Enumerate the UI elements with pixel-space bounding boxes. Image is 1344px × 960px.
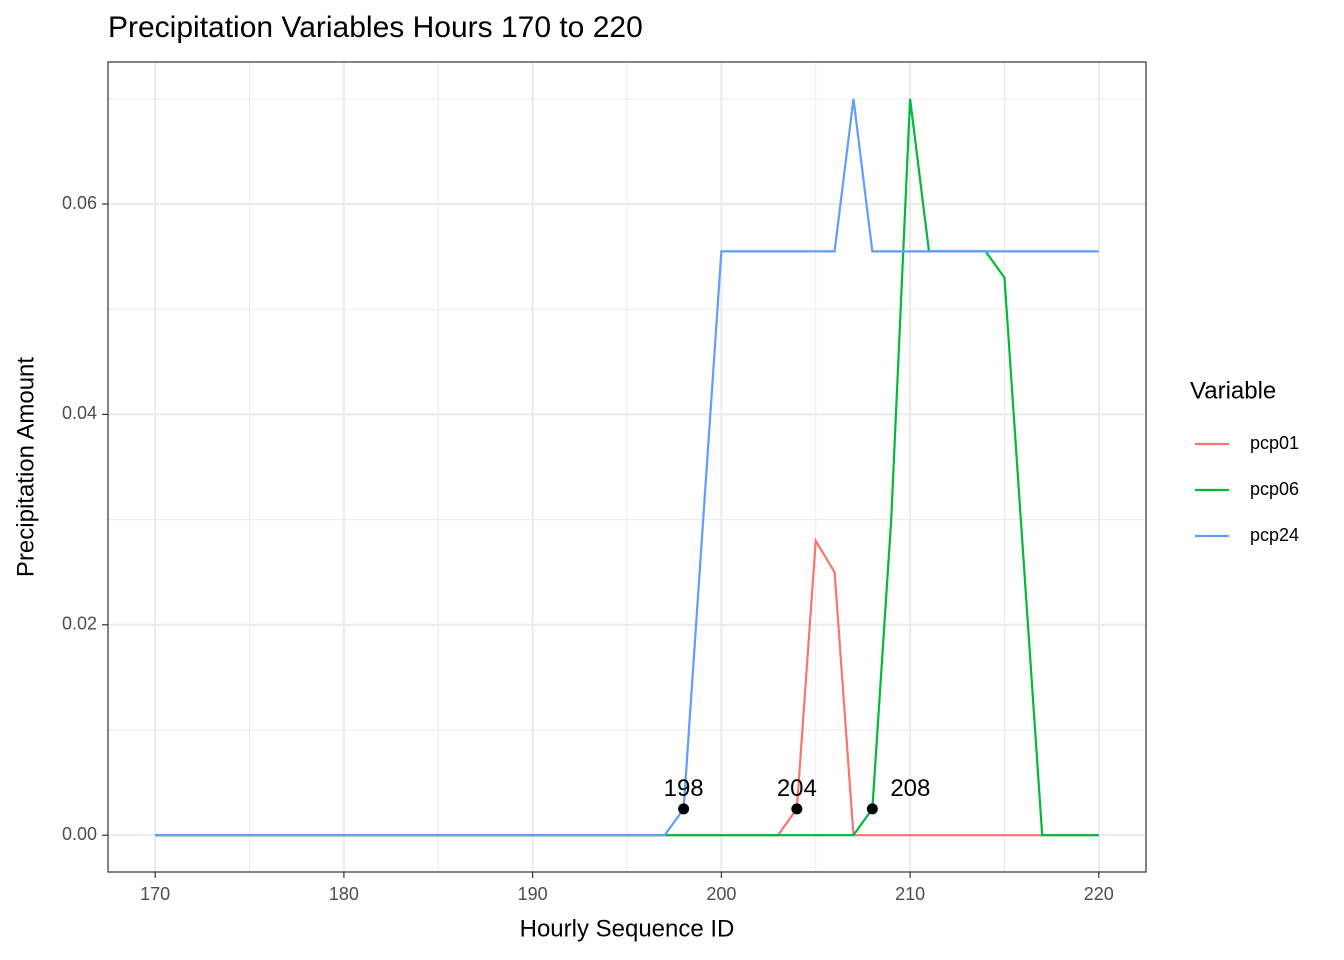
plot-border [107, 61, 1147, 873]
point-label: 198 [664, 775, 704, 802]
x-tick-label: 210 [895, 884, 925, 904]
highlight-point [866, 803, 878, 815]
y-axis-title: Precipitation Amount [12, 357, 39, 577]
x-tick-label: 200 [706, 884, 736, 904]
series-line [155, 98, 1099, 837]
y-tick-label: 0.02 [62, 614, 97, 634]
x-tick-label: 180 [329, 884, 359, 904]
x-tick-label: 170 [140, 884, 170, 904]
x-tick-label: 190 [518, 884, 548, 904]
point-label: 204 [777, 775, 817, 802]
legend-label: pcp06 [1250, 479, 1299, 499]
y-tick-label: 0.04 [62, 403, 97, 423]
highlight-point [678, 803, 690, 815]
legend-label: pcp01 [1250, 433, 1299, 453]
x-tick-label: 220 [1084, 884, 1114, 904]
legend-label: pcp24 [1250, 525, 1299, 545]
legend-title: Variable [1190, 377, 1276, 404]
y-tick-label: 0.06 [62, 193, 97, 213]
y-tick-label: 0.00 [62, 824, 97, 844]
highlight-point [791, 803, 803, 815]
chart-title: Precipitation Variables Hours 170 to 220 [108, 11, 643, 44]
x-axis-title: Hourly Sequence ID [520, 915, 735, 942]
point-label: 208 [890, 775, 930, 802]
